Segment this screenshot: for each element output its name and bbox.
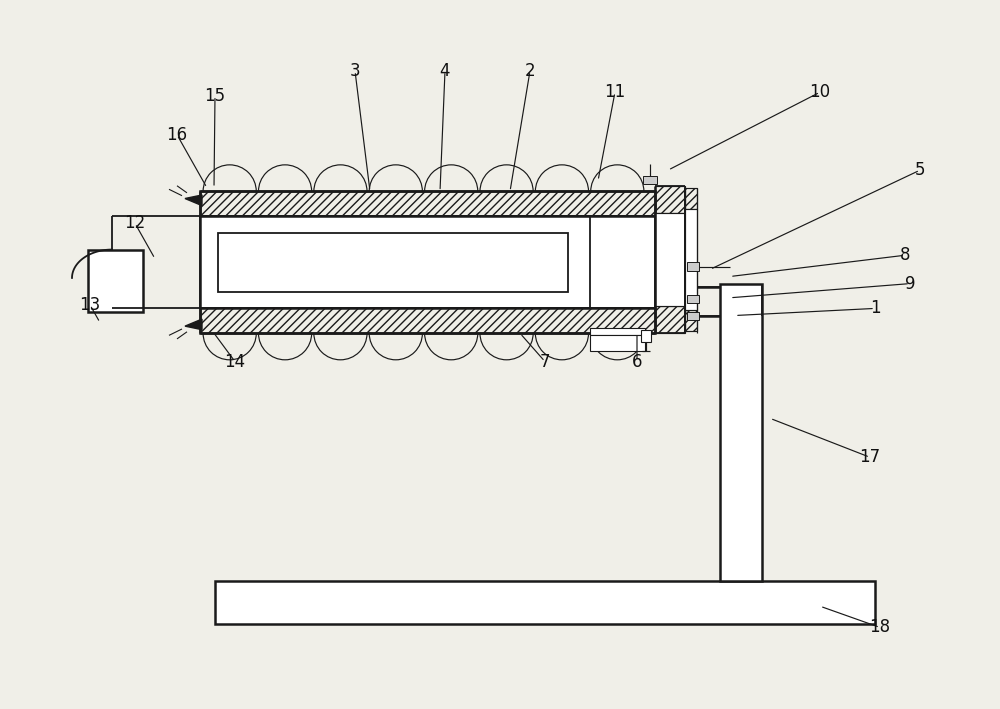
Bar [687, 295, 699, 303]
Text: 2: 2 [525, 62, 535, 80]
Bar [641, 330, 651, 342]
Bar [685, 310, 697, 331]
Bar [655, 213, 685, 306]
Text: 8: 8 [900, 246, 910, 264]
Bar [200, 216, 655, 308]
Text: 11: 11 [604, 83, 626, 101]
Bar [687, 262, 699, 271]
Bar [88, 250, 143, 312]
Bar [590, 335, 645, 351]
Text: 4: 4 [440, 62, 450, 80]
Text: 10: 10 [809, 83, 831, 101]
Text: 14: 14 [224, 352, 246, 371]
Text: 3: 3 [350, 62, 360, 80]
Bar [200, 308, 655, 333]
Bar [655, 186, 685, 213]
Bar [218, 233, 568, 292]
Text: 15: 15 [204, 86, 226, 105]
Text: 7: 7 [540, 352, 550, 371]
Text: 6: 6 [632, 352, 642, 371]
Bar [685, 188, 697, 209]
Bar [685, 209, 697, 310]
Polygon shape [185, 195, 202, 206]
Bar [643, 176, 657, 184]
Bar [215, 581, 875, 624]
Text: 18: 18 [869, 618, 891, 637]
Bar [590, 328, 645, 335]
Text: 12: 12 [124, 214, 146, 233]
Text: 13: 13 [79, 296, 101, 314]
Text: 5: 5 [915, 161, 925, 179]
Polygon shape [185, 319, 202, 330]
Bar [720, 284, 762, 581]
Text: 9: 9 [905, 274, 915, 293]
Text: 16: 16 [166, 125, 188, 144]
Bar [200, 191, 655, 216]
Text: 1: 1 [870, 299, 880, 318]
Text: 17: 17 [859, 448, 881, 467]
Bar [687, 312, 699, 320]
Bar [655, 306, 685, 333]
